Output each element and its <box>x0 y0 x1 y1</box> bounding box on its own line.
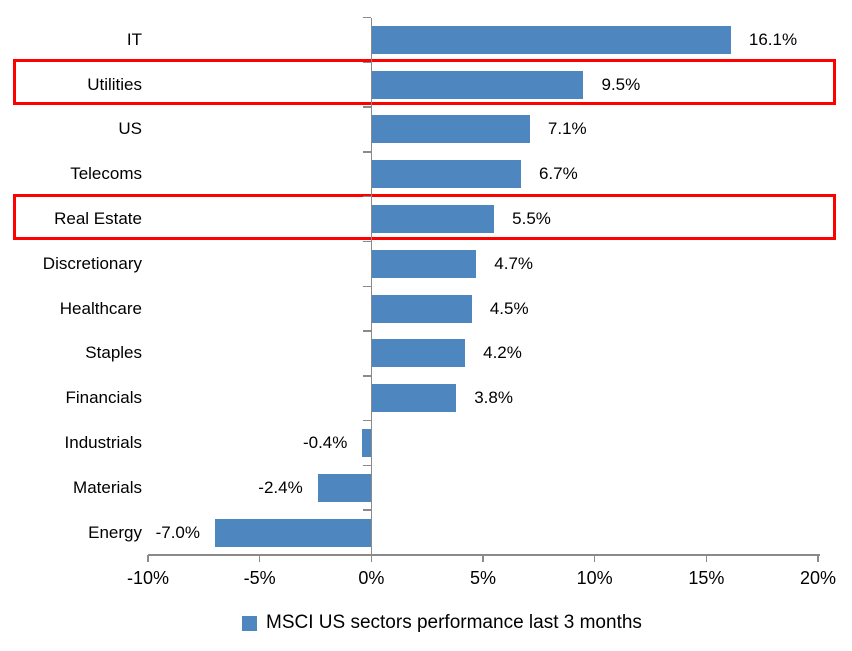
bar <box>371 294 472 323</box>
category-label: Telecoms <box>70 164 142 184</box>
x-tick-label: 5% <box>469 568 496 588</box>
x-tick-label: 10% <box>576 568 613 588</box>
category-tick <box>363 375 372 377</box>
value-label: 7.1% <box>547 119 587 139</box>
category-tick <box>363 464 372 467</box>
category-tick <box>363 151 372 153</box>
value-label: 6.7% <box>538 164 578 184</box>
bar <box>371 205 495 234</box>
highlight-box <box>13 59 836 106</box>
x-tick <box>370 555 373 562</box>
bar <box>371 160 521 189</box>
x-tick-label: 0% <box>358 568 385 588</box>
category-label: Real Estate <box>54 209 142 229</box>
bar <box>362 429 372 458</box>
category-tick <box>363 330 372 332</box>
x-tick <box>817 555 819 562</box>
x-tick <box>147 555 149 562</box>
legend-swatch-icon <box>242 615 257 631</box>
category-label: IT <box>126 29 142 49</box>
category-label: Utilities <box>87 74 142 94</box>
x-tick-label: -10% <box>126 568 170 588</box>
bar <box>371 25 731 54</box>
bar <box>371 384 457 413</box>
value-label: 4.2% <box>483 343 522 363</box>
category-tick <box>363 419 372 422</box>
x-tick <box>705 555 708 562</box>
category-tick <box>363 285 372 287</box>
category-label: Energy <box>88 522 142 542</box>
category-label: Financials <box>65 388 142 408</box>
value-label: 3.8% <box>474 388 513 408</box>
y-axis-line <box>370 17 373 562</box>
bar <box>215 518 372 547</box>
legend: MSCI US sectors performance last 3 month… <box>242 611 642 635</box>
x-tick <box>593 555 596 562</box>
category-label: Discretionary <box>42 253 142 273</box>
category-label: Healthcare <box>59 298 142 318</box>
value-label: -2.4% <box>258 477 303 497</box>
value-label: 4.7% <box>494 253 534 273</box>
bar <box>371 115 530 144</box>
highlight-box <box>13 193 836 240</box>
x-tick <box>482 555 484 562</box>
bar <box>371 339 466 368</box>
category-tick <box>363 61 372 64</box>
x-tick <box>258 555 261 562</box>
x-axis-line <box>148 554 820 556</box>
value-label: 16.1% <box>748 29 798 49</box>
bar <box>371 249 477 278</box>
category-label: US <box>118 119 142 139</box>
value-label: 5.5% <box>512 209 551 229</box>
bar <box>317 473 372 502</box>
value-label: 9.5% <box>601 74 641 94</box>
value-label: -0.4% <box>302 433 348 453</box>
category-tick <box>363 195 372 198</box>
category-tick <box>363 16 372 19</box>
x-tick-label: 15% <box>688 568 725 588</box>
category-label: Staples <box>85 343 142 363</box>
value-label: 4.5% <box>489 298 529 318</box>
category-tick <box>363 106 372 108</box>
category-tick <box>363 240 372 243</box>
x-tick-label: 20% <box>799 568 837 588</box>
value-label: -7.0% <box>155 522 200 542</box>
bar <box>371 70 584 99</box>
category-label: Materials <box>73 477 142 497</box>
legend-label: MSCI US sectors performance last 3 month… <box>266 612 642 633</box>
x-tick-label: -5% <box>243 568 276 588</box>
category-label: Industrials <box>64 433 142 453</box>
category-tick <box>363 509 372 511</box>
